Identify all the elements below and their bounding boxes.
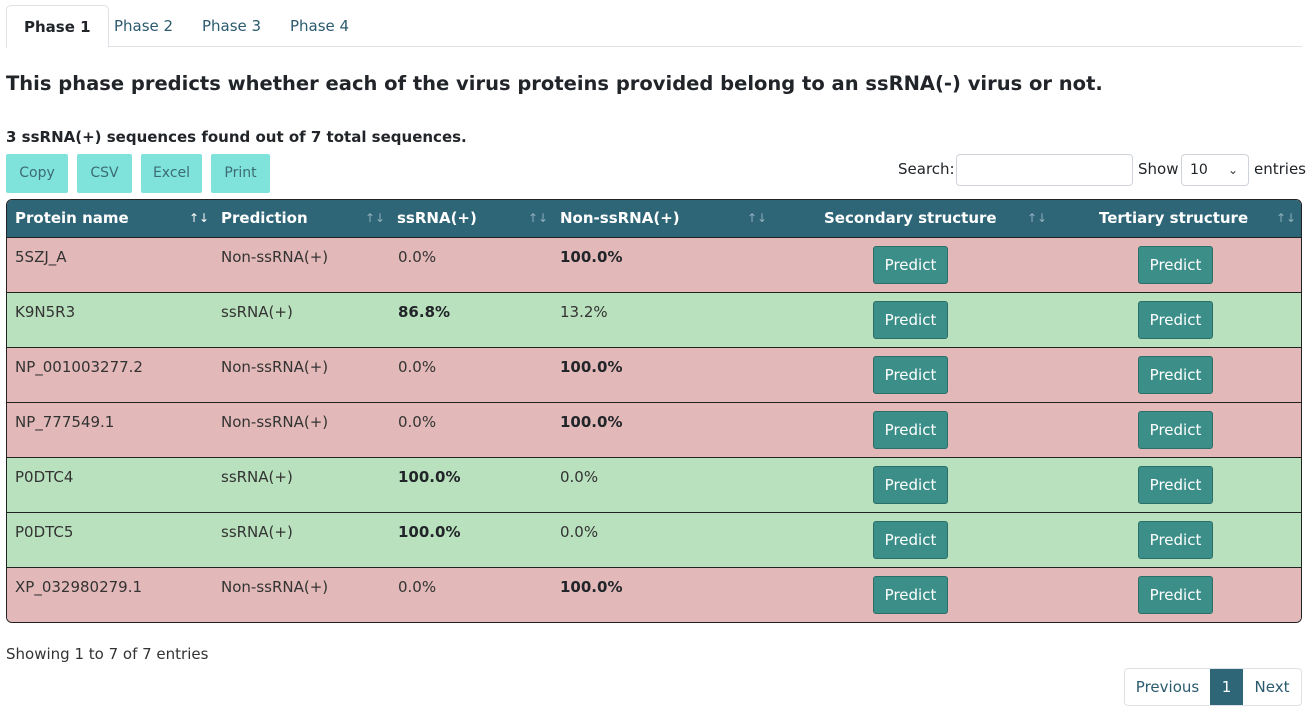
sort-arrows-icon[interactable]: ↑↓ [1276,211,1297,225]
page-1-button[interactable]: 1 [1210,669,1243,705]
protein-name-cell: XP_032980279.1 [15,578,143,596]
protein-name-cell: P0DTC5 [15,523,74,541]
show-label: Show [1138,160,1179,178]
predict-tertiary-structure-button[interactable]: Predict [1138,521,1213,559]
ssrna-percent-cell: 100.0% [398,523,461,541]
table-row: P0DTC5 ssRNA(+) 100.0% 0.0% Predict Predict [7,512,1301,567]
predict-tertiary-structure-button[interactable]: Predict [1138,356,1213,394]
table-info: Showing 1 to 7 of 7 entries [6,645,209,663]
table-row: 5SZJ_A Non-ssRNA(+) 0.0% 100.0% Predict Predi… [7,237,1301,292]
predict-tertiary-structure-button[interactable]: Predict [1138,576,1213,614]
results-summary: 3 ssRNA(+) sequences found out of 7 tota… [6,128,467,146]
table-row: K9N5R3 ssRNA(+) 86.8% 13.2% Predict Predict [7,292,1301,347]
tab-phase-2[interactable]: Phase 2 [114,17,174,35]
protein-name-cell: NP_777549.1 [15,413,115,431]
predict-secondary-structure-button[interactable]: Predict [873,356,948,394]
predict-tertiary-structure-button[interactable]: Predict [1138,301,1213,339]
column-header-prediction[interactable]: Prediction [221,209,308,227]
tab-phase-3[interactable]: Phase 3 [202,17,262,35]
copy-button[interactable]: Copy [6,154,68,193]
next-page-button[interactable]: Next [1254,678,1290,696]
predict-secondary-structure-button[interactable]: Predict [873,576,948,614]
non-ssrna-percent-cell: 0.0% [560,468,599,486]
csv-button[interactable]: CSV [77,154,132,193]
predict-secondary-structure-button[interactable]: Predict [873,466,948,504]
predict-tertiary-structure-button[interactable]: Predict [1138,246,1213,284]
ssrna-percent-cell: 86.8% [398,303,451,321]
non-ssrna-percent-cell: 100.0% [560,413,623,431]
sort-arrows-icon[interactable]: ↑↓ [528,211,549,225]
entries-per-page-select[interactable]: 10 ⌄ [1181,154,1249,186]
ssrna-percent-cell: 0.0% [398,413,437,431]
non-ssrna-percent-cell: 100.0% [560,578,623,596]
search-label: Search: [898,160,955,178]
column-header-ssrna[interactable]: ssRNA(+) [397,209,477,227]
table-row: NP_777549.1 Non-ssRNA(+) 0.0% 100.0% Predict… [7,402,1301,457]
predict-tertiary-structure-button[interactable]: Predict [1138,466,1213,504]
entries-per-page-value: 10 [1190,162,1208,178]
sort-arrows-icon[interactable]: ↑↓ [365,211,386,225]
chevron-down-icon: ⌄ [1227,163,1238,177]
tab-phase-1[interactable]: Phase 1 [6,5,109,48]
print-button[interactable]: Print [211,154,270,193]
non-ssrna-percent-cell: 100.0% [560,248,623,266]
prediction-cell: Non-ssRNA(+) [221,413,329,431]
protein-name-cell: P0DTC4 [15,468,74,486]
entries-label: entries [1254,160,1306,178]
non-ssrna-percent-cell: 13.2% [560,303,608,321]
protein-name-cell: K9N5R3 [15,303,76,321]
sort-arrows-icon[interactable]: ↑↓ [747,211,768,225]
column-header-protein-name[interactable]: Protein name [15,209,129,227]
ssrna-percent-cell: 100.0% [398,468,461,486]
search-input[interactable] [956,154,1133,186]
results-table: Protein name ↑↓ Prediction ↑↓ ssRNA(+) ↑… [6,199,1302,623]
prediction-cell: Non-ssRNA(+) [221,578,329,596]
column-header-secondary-structure[interactable]: Secondary structure [824,209,997,227]
prediction-cell: ssRNA(+) [221,303,293,321]
sort-arrows-icon[interactable]: ↑↓ [1027,211,1048,225]
phase-description: This phase predicts whether each of the … [6,72,1103,95]
table-row: NP_001003277.2 Non-ssRNA(+) 0.0% 100.0% Pred… [7,347,1301,402]
prediction-cell: ssRNA(+) [221,468,293,486]
sort-arrows-icon[interactable]: ↑↓ [189,211,210,225]
column-header-tertiary-structure[interactable]: Tertiary structure [1099,209,1249,227]
prediction-cell: Non-ssRNA(+) [221,248,329,266]
tab-phase-4[interactable]: Phase 4 [290,17,350,35]
table-row: XP_032980279.1 Non-ssRNA(+) 0.0% 100.0% Pred… [7,567,1301,622]
predict-secondary-structure-button[interactable]: Predict [873,521,948,559]
pagination: Previous 1 Next [1124,668,1302,706]
non-ssrna-percent-cell: 100.0% [560,358,623,376]
phase-tabs: Phase 1 Phase 2 Phase 3 Phase 4 [6,5,1302,48]
ssrna-percent-cell: 0.0% [398,358,437,376]
protein-name-cell: 5SZJ_A [15,248,67,266]
non-ssrna-percent-cell: 0.0% [560,523,599,541]
column-header-non-ssrna[interactable]: Non-ssRNA(+) [560,209,680,227]
prediction-cell: Non-ssRNA(+) [221,358,329,376]
prediction-cell: ssRNA(+) [221,523,293,541]
table-header: Protein name ↑↓ Prediction ↑↓ ssRNA(+) ↑… [7,200,1301,237]
protein-name-cell: NP_001003277.2 [15,358,143,376]
predict-secondary-structure-button[interactable]: Predict [873,246,948,284]
ssrna-percent-cell: 0.0% [398,248,437,266]
predict-tertiary-structure-button[interactable]: Predict [1138,411,1213,449]
predict-secondary-structure-button[interactable]: Predict [873,411,948,449]
predict-secondary-structure-button[interactable]: Predict [873,301,948,339]
previous-page-button[interactable]: Previous [1135,678,1200,696]
ssrna-percent-cell: 0.0% [398,578,437,596]
table-row: P0DTC4 ssRNA(+) 100.0% 0.0% Predict Predict [7,457,1301,512]
excel-button[interactable]: Excel [141,154,202,193]
